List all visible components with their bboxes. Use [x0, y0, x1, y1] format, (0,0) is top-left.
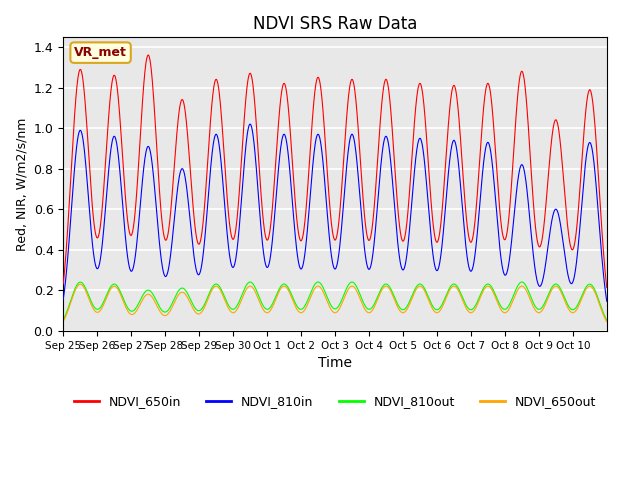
- Legend: NDVI_650in, NDVI_810in, NDVI_810out, NDVI_650out: NDVI_650in, NDVI_810in, NDVI_810out, NDV…: [68, 390, 601, 413]
- Text: VR_met: VR_met: [74, 46, 127, 59]
- Y-axis label: Red, NIR, W/m2/s/nm: Red, NIR, W/m2/s/nm: [15, 118, 28, 251]
- X-axis label: Time: Time: [318, 356, 352, 370]
- Title: NDVI SRS Raw Data: NDVI SRS Raw Data: [253, 15, 417, 33]
